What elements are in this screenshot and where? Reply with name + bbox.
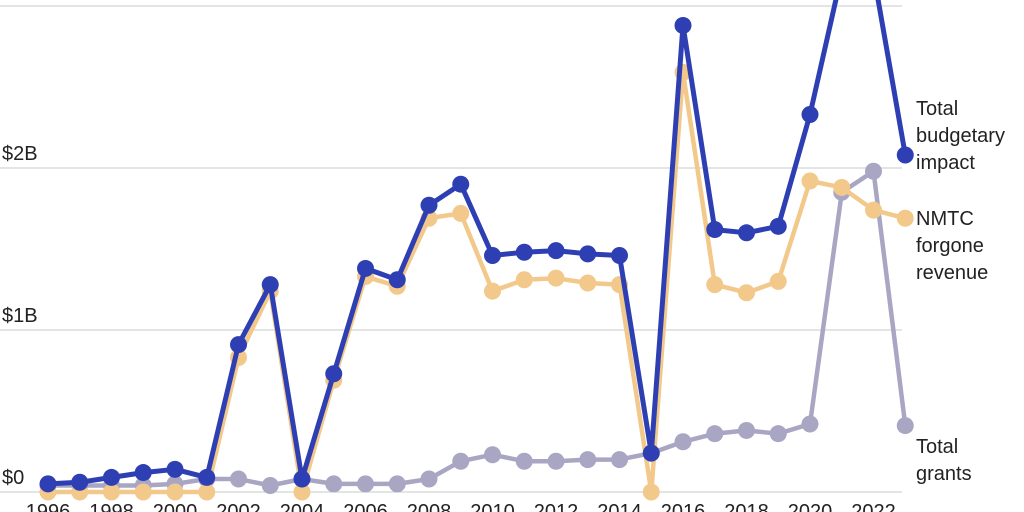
data-point — [706, 221, 724, 239]
series-labels: Total grants NMTC forgone revenue Total budget… — [916, 98, 1005, 485]
series-label: Total grants — [916, 436, 972, 485]
data-point — [674, 16, 692, 34]
data-point — [452, 175, 470, 193]
x-tick-label: 2022 — [851, 501, 896, 512]
data-point — [484, 282, 501, 300]
data-point — [230, 470, 247, 488]
data-point — [134, 464, 152, 482]
data-point — [706, 425, 724, 443]
data-point — [738, 284, 755, 302]
data-point — [325, 365, 343, 383]
data-point — [515, 452, 533, 470]
data-point — [452, 452, 470, 470]
x-tick-label: 2006 — [343, 501, 388, 512]
data-point — [801, 172, 819, 190]
series-line — [45, 0, 908, 487]
data-point — [801, 106, 819, 124]
data-point — [166, 483, 184, 501]
series-line — [45, 168, 908, 488]
data-point — [547, 242, 565, 260]
gridlines — [0, 5, 902, 493]
y-tick-label: $2B — [2, 143, 38, 165]
data-point — [71, 473, 89, 491]
data-point — [611, 246, 628, 264]
data-point — [738, 421, 755, 439]
data-point — [293, 470, 311, 488]
x-tick-label: 2010 — [470, 501, 515, 512]
y-axis-ticks: $0 $1B $2B — [2, 143, 38, 489]
data-point — [103, 468, 120, 486]
x-tick-label: 2014 — [597, 501, 642, 512]
data-point — [198, 483, 216, 501]
data-point — [515, 271, 533, 289]
plot-area — [39, 0, 914, 501]
series-label: Total budgetary impact — [916, 98, 1005, 174]
data-point — [896, 146, 914, 164]
y-tick-label: $0 — [2, 467, 24, 489]
x-tick-label: 2018 — [724, 501, 769, 512]
data-point — [769, 217, 787, 235]
data-point — [769, 272, 787, 290]
data-point — [579, 245, 597, 263]
x-tick-label: 2002 — [216, 501, 261, 512]
data-point — [865, 201, 882, 219]
data-point — [166, 460, 184, 478]
data-point — [801, 415, 819, 433]
data-point — [642, 483, 660, 501]
y-tick-label: $1B — [2, 305, 38, 327]
data-point — [674, 433, 692, 451]
series-line — [45, 70, 908, 495]
series-total-budgetary-impact — [39, 0, 914, 493]
x-tick-label: 1996 — [26, 501, 71, 512]
data-point — [547, 452, 565, 470]
data-point — [611, 451, 628, 469]
data-point — [896, 417, 914, 435]
x-tick-label: 2008 — [407, 501, 452, 512]
data-point — [261, 477, 279, 495]
data-point — [706, 276, 724, 294]
x-tick-label: 1998 — [89, 501, 134, 512]
data-point — [420, 196, 438, 214]
x-axis-ticks: 1996 1998 2000 2002 2004 2006 2008 2010 2012 2014… — [26, 501, 896, 512]
data-point — [579, 451, 597, 469]
data-point — [769, 425, 787, 443]
x-tick-label: 2020 — [788, 501, 833, 512]
data-point — [293, 483, 311, 501]
data-point — [230, 336, 247, 354]
x-tick-label: 2016 — [661, 501, 706, 512]
data-point — [452, 204, 470, 222]
data-point — [642, 444, 660, 462]
x-tick-label: 2012 — [534, 501, 579, 512]
data-point — [484, 446, 501, 464]
data-point — [833, 178, 851, 196]
data-point — [738, 224, 755, 242]
data-point — [357, 259, 374, 277]
data-point — [357, 475, 374, 493]
data-point — [261, 276, 279, 294]
data-point — [420, 470, 438, 488]
data-point — [198, 468, 216, 486]
series-label: NMTC forgone revenue — [916, 208, 988, 284]
data-point — [547, 269, 565, 287]
data-point — [515, 243, 533, 261]
data-point — [865, 162, 882, 180]
data-point — [103, 483, 120, 501]
data-point — [39, 475, 57, 493]
x-tick-label: 2004 — [280, 501, 325, 512]
data-point — [388, 271, 406, 289]
data-point — [896, 209, 914, 227]
data-point — [579, 274, 597, 292]
x-tick-label: 2000 — [153, 501, 198, 512]
data-point — [134, 483, 152, 501]
data-point — [325, 475, 343, 493]
data-point — [484, 246, 501, 264]
data-point — [388, 475, 406, 493]
